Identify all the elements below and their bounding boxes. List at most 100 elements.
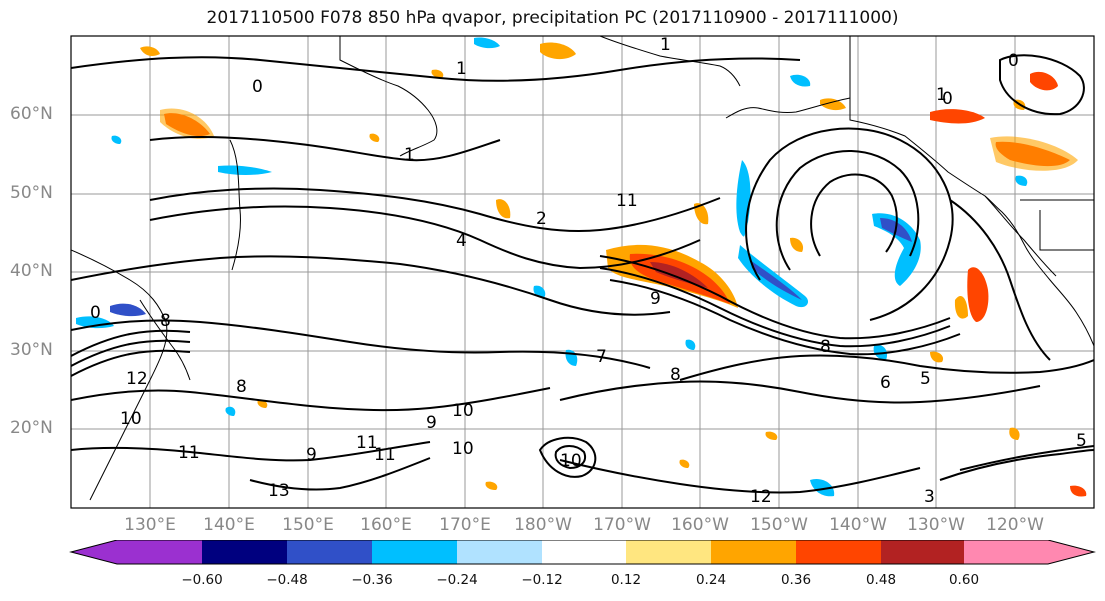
negative-anomaly-gulf-arc-core — [750, 260, 802, 300]
positive-anomaly-small-3 — [485, 481, 498, 490]
contour-label: 0 — [1008, 51, 1019, 71]
coastline-siberia — [339, 36, 438, 157]
lat-label-40n: 40°N — [10, 261, 53, 281]
colorbar-segment-7 — [711, 540, 796, 564]
contour-jet-1 — [599, 255, 951, 340]
colorbar-segment-4 — [457, 540, 542, 564]
colorbar-segment-6 — [626, 540, 711, 564]
contour-6 — [71, 255, 671, 316]
colorbar-tick-label: −0.36 — [351, 572, 393, 588]
negative-anomaly-small-5 — [1015, 175, 1028, 186]
contour-label: 8 — [820, 337, 831, 357]
contour-label: 10 — [120, 409, 142, 429]
positive-anomaly-midpac — [496, 199, 511, 219]
positive-anomaly-kurils — [140, 46, 160, 56]
map-frame — [70, 35, 1095, 509]
contour-low-loop — [745, 127, 954, 321]
contour-8-east — [679, 354, 1094, 381]
negative-anomaly-small-3 — [225, 406, 236, 416]
lon-label-160e: 160°E — [360, 515, 412, 535]
contour-label: 0 — [942, 89, 953, 109]
contour-jet-3 — [609, 279, 961, 356]
contour-label: 2 — [536, 209, 547, 229]
colorbar-tick-label: 0.48 — [865, 572, 897, 588]
contour-label: 1 — [404, 145, 415, 165]
lon-label-130w: 130°W — [907, 515, 965, 535]
colorbar — [69, 540, 1096, 565]
negative-anomaly-gulf-ak — [790, 74, 811, 87]
contour-label: 11 — [178, 443, 200, 463]
map-title: 2017110500 F078 850 hPa qvapor, precipit… — [206, 8, 899, 28]
lon-label-140e: 140°E — [203, 515, 255, 535]
colorbar-segment-10 — [964, 540, 1094, 564]
lon-label-150w: 150°W — [750, 515, 808, 535]
contour-label: 0 — [90, 303, 101, 323]
colorbar-tick-label: 0.60 — [948, 572, 980, 588]
contour-label: 11 — [356, 433, 378, 453]
contour-label: 1 — [456, 59, 467, 79]
positive-anomaly-east-low — [790, 237, 804, 252]
negative-anomaly-hawaii-north — [810, 478, 835, 497]
contour-label: 13 — [268, 481, 290, 501]
coastline-bc — [984, 195, 1057, 277]
negative-anomaly-bering — [474, 37, 500, 49]
colorbar-tick-label: 0.24 — [695, 572, 727, 588]
contour-label: 11 — [616, 191, 638, 211]
positive-anomaly-bc-coast — [930, 109, 985, 124]
coastline-kamchatka — [229, 139, 241, 271]
contour-labels: 1 1 1 0 0 1 2 4 11 8 9 7 8 8 6 5 8 10 11… — [90, 35, 1087, 507]
colorbar-segment-5 — [542, 540, 626, 564]
colorbar-segment-3 — [372, 540, 457, 564]
contour-label: 0 — [252, 77, 263, 97]
contour-label: 11 — [374, 445, 396, 465]
negative-anomaly-low-east — [872, 213, 921, 286]
contour-japan-jet-2 — [71, 339, 191, 367]
contour-1-mid — [149, 136, 501, 162]
contour-eddy — [538, 436, 597, 478]
positive-anomaly-east-mexico — [1009, 427, 1020, 440]
positive-anomaly-central-jet-inner — [650, 262, 708, 288]
positive-anomaly-gulf-north — [694, 203, 709, 225]
contour-label: 8 — [236, 377, 247, 397]
contour-label: 5 — [1076, 431, 1087, 451]
contour-label: 10 — [560, 451, 582, 471]
colorbar-tick-label: −0.24 — [436, 572, 478, 588]
coastline-canada-border — [1020, 199, 1094, 251]
contour-label: 3 — [924, 487, 935, 507]
lon-label-180w: 180°W — [514, 515, 572, 535]
lat-label-30n: 30°N — [10, 340, 53, 360]
map-plot: 1 1 1 0 0 1 2 4 11 8 9 7 8 8 6 5 8 10 11… — [70, 35, 1095, 509]
positive-anomaly-kamchatka-outer — [160, 108, 214, 139]
positive-anomaly-small-2 — [431, 69, 444, 78]
contour-east-tongue — [939, 449, 1094, 481]
lat-label-20n: 20°N — [10, 418, 53, 438]
lon-label-130e: 130°E — [124, 515, 176, 535]
contour-label: 9 — [650, 289, 661, 309]
positive-anomaly-canada-outer — [990, 136, 1078, 171]
coastline-alaska-peninsula — [725, 97, 851, 119]
contour-2 — [149, 187, 721, 233]
positive-anomaly-south-coast — [1070, 485, 1087, 497]
positive-anomaly-small-1 — [369, 133, 380, 142]
positive-anomaly-gulf-ak — [820, 98, 846, 111]
contour-4 — [149, 205, 701, 270]
contour-label: 9 — [306, 445, 317, 465]
contour-label: 6 — [880, 373, 891, 393]
colorbar-segment-1 — [202, 540, 287, 564]
contour-eddy-inner — [554, 445, 586, 470]
positive-anomaly-yukon — [1030, 71, 1058, 91]
contour-1-north — [71, 56, 801, 82]
positive-anomaly-eastpac — [930, 351, 944, 363]
contour-japan-jet-3 — [71, 349, 191, 377]
qvapor-contours — [71, 54, 1094, 494]
contour-label: 8 — [670, 365, 681, 385]
contour-low-inner — [775, 150, 920, 271]
lon-label-140w: 140°W — [829, 515, 887, 535]
contour-label: 1 — [660, 35, 671, 55]
negative-anomaly-small-4 — [685, 339, 696, 350]
contour-11 — [71, 441, 431, 462]
colorbar-tick-label: −0.48 — [266, 572, 308, 588]
contour-label: 10 — [452, 439, 474, 459]
coastline-japan — [139, 299, 191, 381]
colorbar-segment-8 — [796, 540, 881, 564]
